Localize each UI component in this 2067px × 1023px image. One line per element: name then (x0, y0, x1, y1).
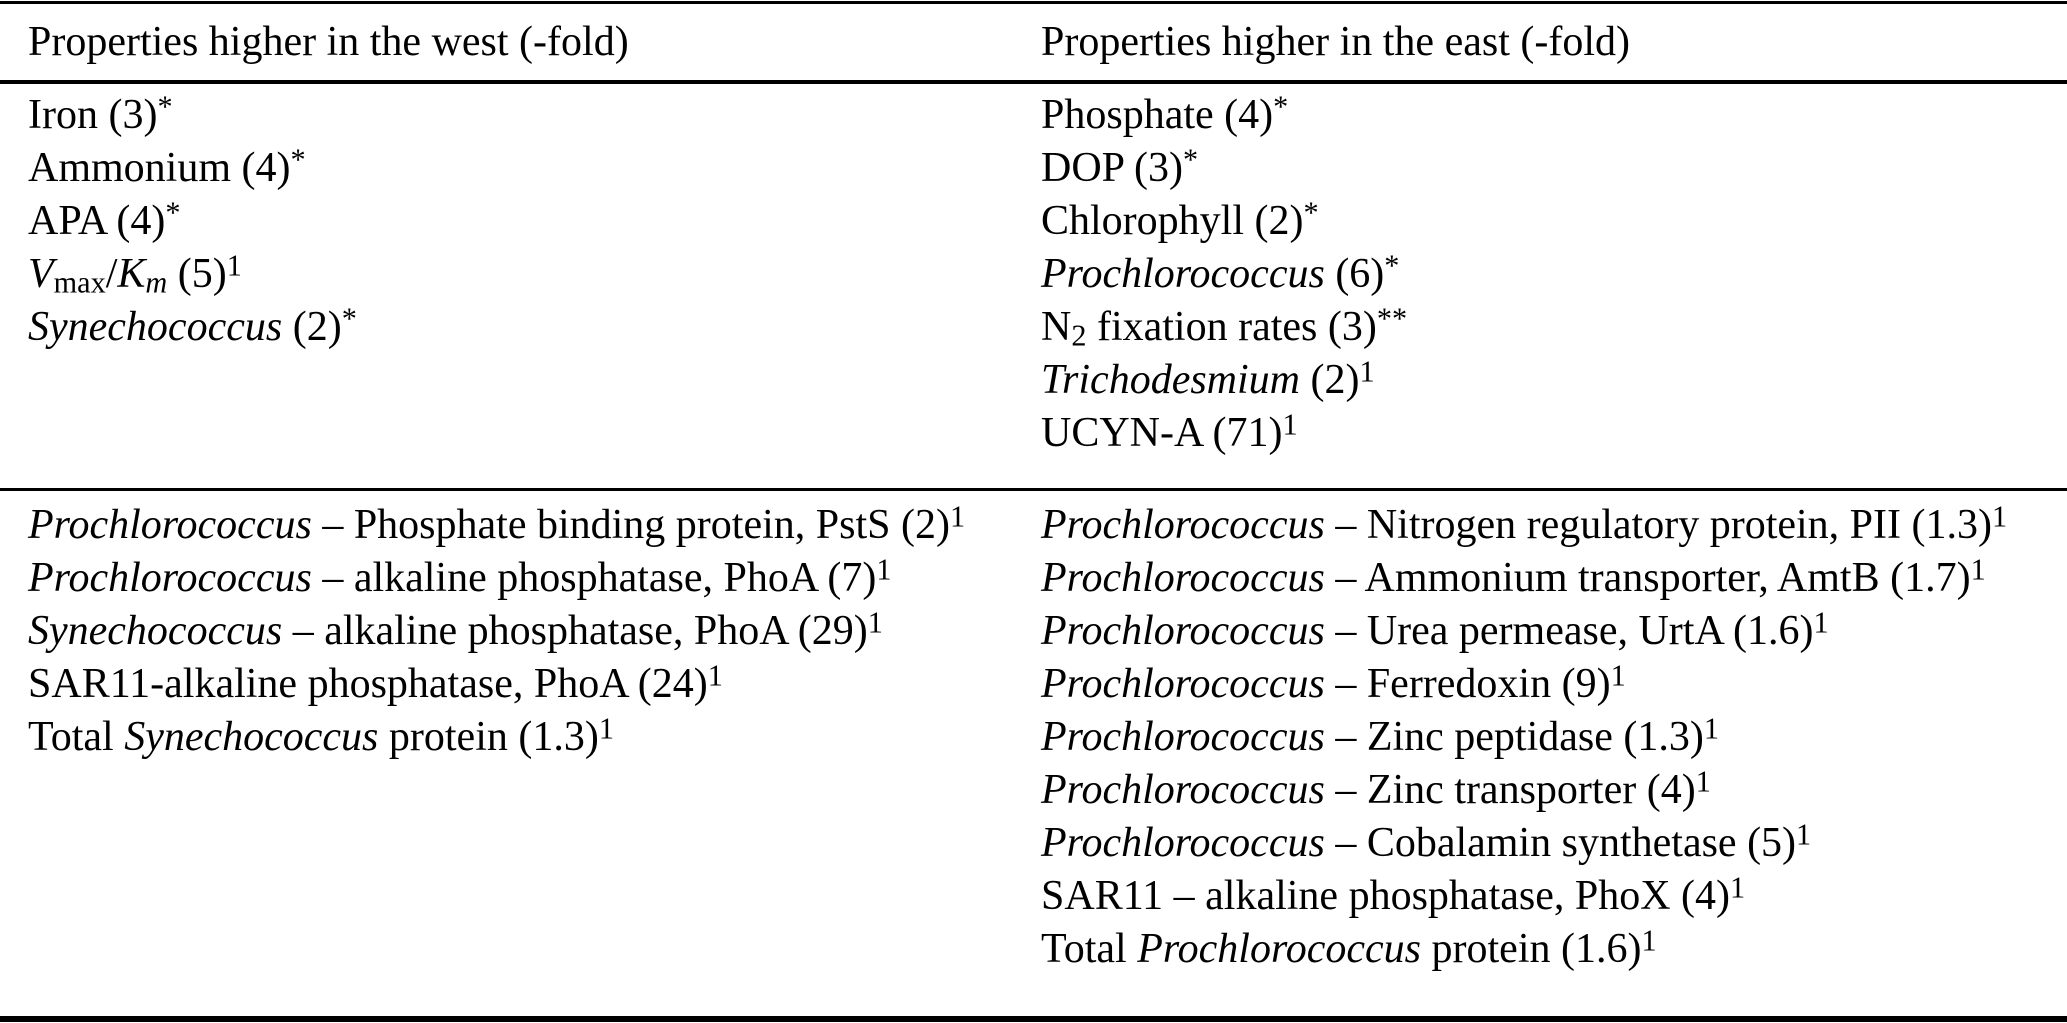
table-row: Prochlorococcus – Ammonium transporter, … (1041, 552, 1986, 601)
protein-properties-west-cell: Prochlorococcus – Phosphate binding prot… (0, 499, 1033, 976)
table-bottom-rule (0, 1016, 2067, 1022)
table-section-divider-rule (0, 488, 2067, 491)
table-row: Total Synechococcus protein (1.3)1 (28, 711, 614, 760)
table-row: N2 fixation rates (3)** (1041, 301, 1408, 353)
table-row: Vmax/Km (5)1 (28, 248, 242, 300)
column-header-east: Properties higher in the east (-fold) (1041, 19, 1630, 65)
bulk-properties-west-cell: Iron (3)* Ammonium (4)* APA (4)* Vmax/Km… (0, 89, 1033, 460)
protein-properties-east-cell: Prochlorococcus – Nitrogen regulatory pr… (1033, 499, 2067, 976)
table-row: Prochlorococcus – alkaline phosphatase, … (28, 552, 892, 601)
table-row: DOP (3)* (1041, 142, 1199, 191)
table-row: UCYN-A (71)1 (1041, 407, 1298, 456)
table-row: Phosphate (4)* (1041, 89, 1289, 138)
section-protein-properties: Prochlorococcus – Phosphate binding prot… (0, 499, 2067, 976)
table-row: Prochlorococcus – Zinc transporter (4)1 (1041, 764, 1711, 813)
table-row: SAR11 – alkaline phosphatase, PhoX (4)1 (1041, 870, 1746, 919)
table-row: Total Prochlorococcus protein (1.6)1 (1041, 923, 1657, 972)
table-row: Prochlorococcus (6)* (1041, 248, 1400, 297)
table-row: Trichodesmium (2)1 (1041, 354, 1375, 403)
table-row: Prochlorococcus – Urea permease, UrtA (1… (1041, 605, 1829, 654)
table-row: Synechococcus – alkaline phosphatase, Ph… (28, 605, 883, 654)
table-header-rule (0, 80, 2067, 84)
table-top-rule (0, 1, 2067, 4)
table-row: Chlorophyll (2)* (1041, 195, 1319, 244)
table-row: SAR11-alkaline phosphatase, PhoA (24)1 (28, 658, 723, 707)
table-row: Prochlorococcus – Zinc peptidase (1.3)1 (1041, 711, 1719, 760)
table-row: APA (4)* (28, 195, 181, 244)
table-row: Synechococcus (2)* (28, 301, 357, 350)
table-row: Prochlorococcus – Phosphate binding prot… (28, 499, 966, 548)
table-row: Ammonium (4)* (28, 142, 306, 191)
section-bulk-properties: Iron (3)* Ammonium (4)* APA (4)* Vmax/Km… (0, 89, 2067, 460)
table-row: Prochlorococcus – Nitrogen regulatory pr… (1041, 499, 2008, 548)
table-row: Prochlorococcus – Ferredoxin (9)1 (1041, 658, 1626, 707)
column-header-west: Properties higher in the west (-fold) (28, 19, 629, 65)
table-row: Prochlorococcus – Cobalamin synthetase (… (1041, 817, 1812, 866)
table-header-row: Properties higher in the west (-fold) Pr… (0, 4, 2067, 80)
bulk-properties-east-cell: Phosphate (4)* DOP (3)* Chlorophyll (2)*… (1033, 89, 2067, 460)
table-row: Iron (3)* (28, 89, 173, 138)
